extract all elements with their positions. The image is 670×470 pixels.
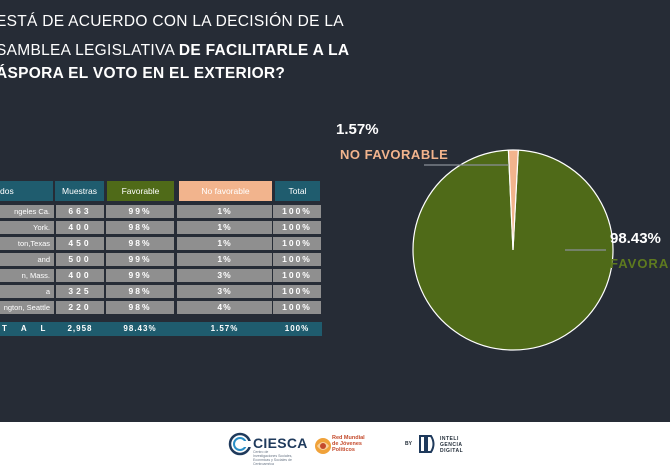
question-line-2-bold: DE FACILITARLE A LA <box>178 42 350 59</box>
table-total-row: T A L 2,958 98.43% 1.57% 100% <box>0 322 322 336</box>
question-line-3: ÁSPORA EL VOTO EN EL EXTERIOR? <box>0 65 286 82</box>
question-line-2: SAMBLEA LEGISLATIVA DE FACILITARLE A LA <box>0 41 356 61</box>
row-favorable: 98% <box>106 221 174 234</box>
table-row: ngton, Seattle 220 98% 4% 100% <box>0 301 322 314</box>
row-city: a <box>0 285 54 298</box>
row-no-favorable: 4% <box>177 301 272 314</box>
row-total: 100% <box>273 221 321 234</box>
table-row: a 325 98% 3% 100% <box>0 285 322 298</box>
ciesca-subtitle: Centro de Investigaciones Sociales, Econ… <box>253 450 293 466</box>
row-city: ngton, Seattle <box>0 301 54 314</box>
row-city: and <box>0 253 54 266</box>
row-favorable: 99% <box>106 253 174 266</box>
row-favorable: 98% <box>106 301 174 314</box>
row-favorable: 99% <box>106 205 174 218</box>
table-row: and 500 99% 1% 100% <box>0 253 322 266</box>
row-city: n, Mass. <box>0 269 54 282</box>
row-favorable: 98% <box>106 237 174 250</box>
no-favorable-percent: 1.57% <box>336 121 379 138</box>
row-total: 100% <box>273 237 321 250</box>
row-total: 100% <box>273 253 321 266</box>
row-no-favorable: 1% <box>177 221 272 234</box>
by-text: BY <box>405 441 412 447</box>
row-city: York. <box>0 221 54 234</box>
question-line-1: ESTÁ DE ACUERDO CON LA DECISIÓN DE LA <box>0 13 344 30</box>
ciesca-name: CIESCA <box>253 435 308 451</box>
footer: CIESCA Centro de Investigaciones Sociale… <box>0 422 670 470</box>
table-row: York. 400 98% 1% 100% <box>0 221 322 234</box>
ciesca-logo-icon <box>228 432 252 456</box>
header-muestras: Muestras <box>55 181 104 201</box>
total-no-favorable: 1.57% <box>210 324 239 333</box>
total-favorable: 98.43% <box>123 324 157 333</box>
total-total: 100% <box>284 324 310 333</box>
row-no-favorable: 3% <box>177 269 272 282</box>
slide: ESTÁ DE ACUERDO CON LA DECISIÓN DE LA SA… <box>0 13 670 351</box>
row-city: ton,Texas <box>0 237 54 250</box>
row-total: 100% <box>273 285 321 298</box>
row-muestras: 400 <box>56 269 104 282</box>
pie-chart <box>412 149 614 351</box>
row-muestras: 325 <box>56 285 104 298</box>
row-muestras: 663 <box>56 205 104 218</box>
row-total: 100% <box>273 269 321 282</box>
pie-slice-no-favorable <box>507 149 519 251</box>
red-mundial-text: Red Mundial de Jóvenes Políticos <box>332 435 365 453</box>
question-line-2-normal: SAMBLEA LEGISLATIVA <box>0 42 175 59</box>
inteligencia-digital-logo-icon <box>419 435 435 453</box>
row-muestras: 400 <box>56 221 104 234</box>
header-estados: dos <box>0 181 53 201</box>
row-muestras: 220 <box>56 301 104 314</box>
favorable-label: FAVORABLE <box>610 256 670 271</box>
table-row: n, Mass. 400 99% 3% 100% <box>0 269 322 282</box>
row-favorable: 99% <box>106 269 174 282</box>
row-no-favorable: 1% <box>177 237 272 250</box>
row-no-favorable: 3% <box>177 285 272 298</box>
header-total: Total <box>275 181 320 201</box>
header-no-favorable: No favorable <box>179 181 272 201</box>
total-label: T A L <box>2 324 52 333</box>
table-row: ngeles Ca. 663 99% 1% 100% <box>0 205 322 218</box>
row-no-favorable: 1% <box>177 253 272 266</box>
row-favorable: 98% <box>106 285 174 298</box>
favorable-percent: 98.43% <box>610 230 661 247</box>
no-favorable-label: NO FAVORABLE <box>340 147 449 162</box>
inteligencia-digital-text: INTELI GENCIA DIGITAL <box>440 436 464 454</box>
row-no-favorable: 1% <box>177 205 272 218</box>
row-muestras: 450 <box>56 237 104 250</box>
row-muestras: 500 <box>56 253 104 266</box>
row-total: 100% <box>273 205 321 218</box>
red-mundial-logo-icon <box>315 438 331 454</box>
row-city: ngeles Ca. <box>0 205 54 218</box>
header-favorable: Favorable <box>107 181 174 201</box>
table-row: ton,Texas 450 98% 1% 100% <box>0 237 322 250</box>
total-muestras: 2,958 <box>67 324 93 333</box>
row-total: 100% <box>273 301 321 314</box>
